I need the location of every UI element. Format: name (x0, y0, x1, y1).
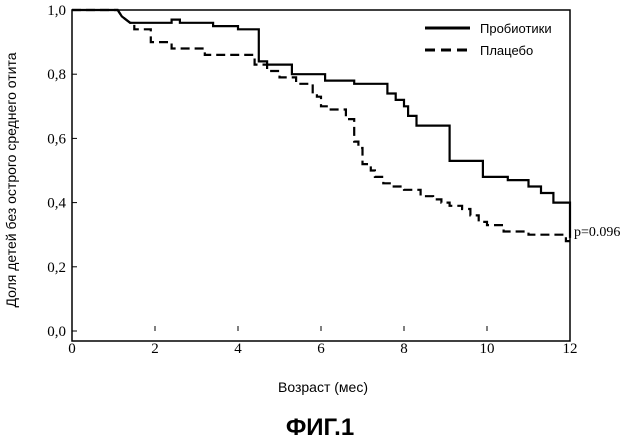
x-tick-label: 10 (480, 341, 495, 357)
x-tick-label: 2 (151, 341, 159, 357)
p-value-annotation: p=0.096 (574, 225, 620, 240)
y-tick-label: 0,4 (47, 196, 66, 212)
y-axis-title: Доля детей без острого среднего отита (3, 52, 19, 307)
x-tick-label: 0 (68, 341, 76, 357)
y-tick-label: 0,8 (47, 67, 66, 83)
figure-caption: ФИГ.1 (0, 414, 640, 442)
legend-label-probiotics: Пробиотики (480, 21, 552, 36)
x-tick-label: 4 (234, 341, 242, 357)
y-tick-label: 0,6 (47, 131, 66, 147)
legend: Пробиотики Плацебо (425, 21, 552, 58)
y-tick-label: 0,0 (47, 324, 66, 340)
legend-label-placebo: Плацебо (480, 43, 533, 58)
plot-frame (72, 10, 570, 341)
y-tick-label: 1,0 (47, 3, 66, 19)
x-tick-label: 6 (317, 341, 325, 357)
x-tick-label: 12 (563, 341, 578, 357)
plot-area (72, 10, 570, 341)
x-axis-title: Возраст (мес) (278, 379, 368, 395)
x-tick-label: 8 (400, 341, 408, 357)
y-tick-label: 0,2 (47, 260, 66, 276)
